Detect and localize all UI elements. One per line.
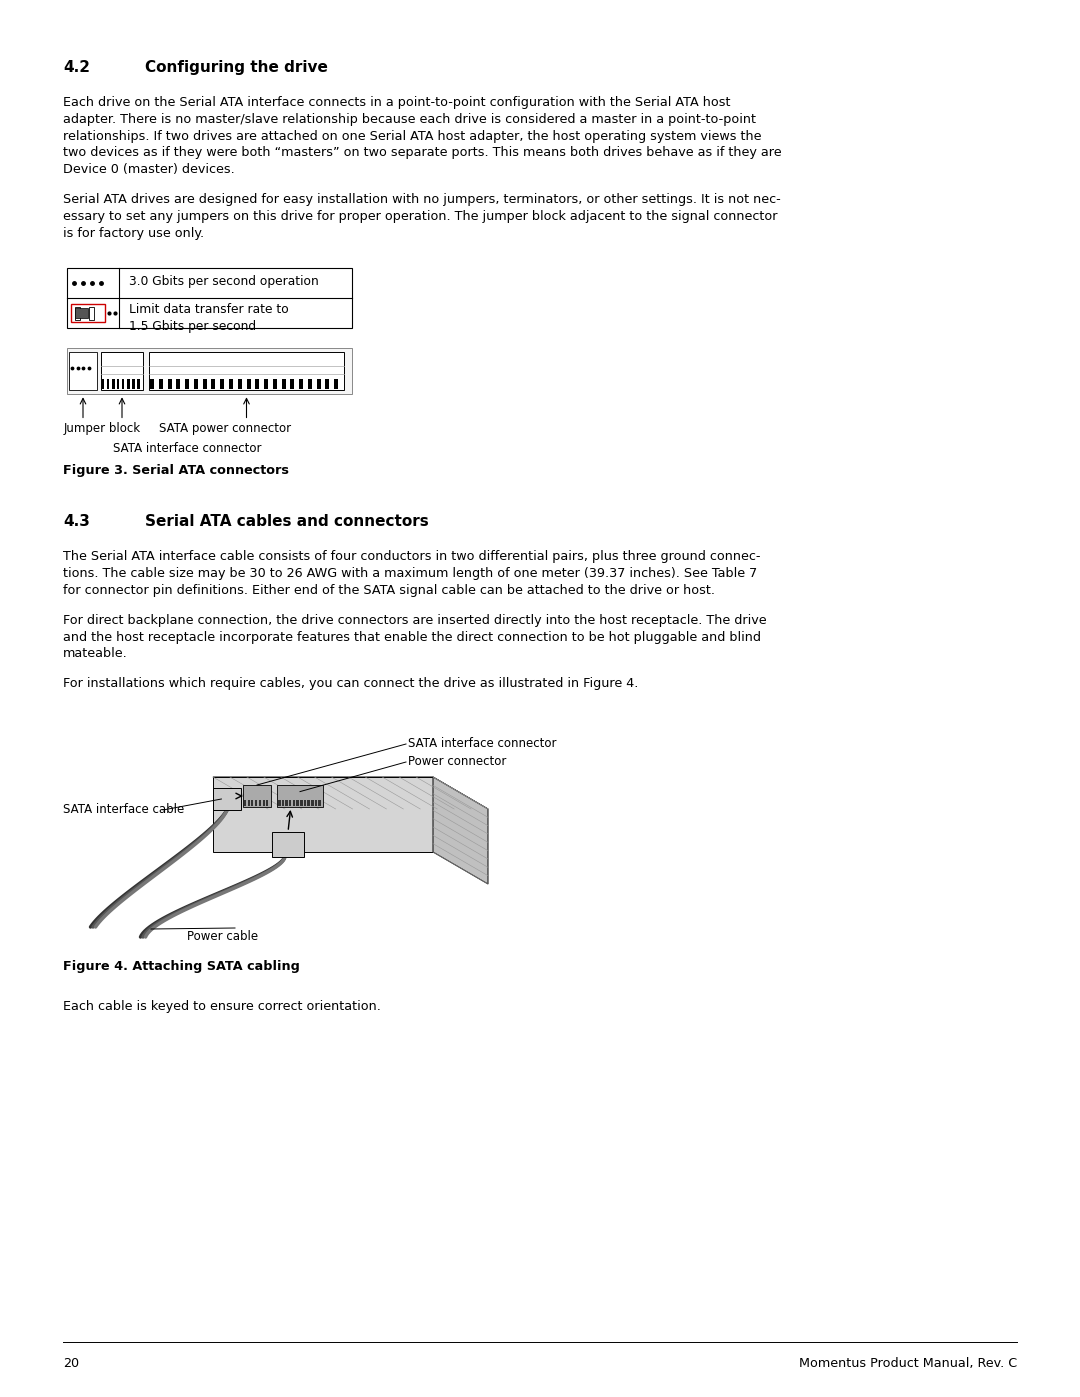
Bar — [238, 380, 242, 390]
Bar — [276, 785, 323, 807]
Bar — [308, 380, 312, 390]
Bar — [246, 380, 251, 390]
Bar — [255, 800, 257, 806]
Bar — [203, 380, 206, 390]
Bar — [132, 380, 135, 390]
Text: tions. The cable size may be 30 to 26 AWG with a maximum length of one meter (39: tions. The cable size may be 30 to 26 AW… — [63, 567, 757, 580]
Bar — [102, 352, 143, 390]
Bar — [285, 800, 288, 806]
Bar — [159, 380, 163, 390]
Bar — [75, 307, 80, 320]
Text: 3.0 Gbits per second operation: 3.0 Gbits per second operation — [129, 275, 319, 288]
Bar — [112, 380, 114, 390]
Bar — [291, 380, 295, 390]
Bar — [334, 380, 338, 390]
Bar — [278, 800, 281, 806]
Polygon shape — [213, 777, 488, 809]
Bar — [316, 380, 321, 390]
Text: 4.3: 4.3 — [63, 514, 90, 529]
Text: for connector pin definitions. Either end of the SATA signal cable can be attach: for connector pin definitions. Either en… — [63, 584, 715, 597]
Text: Serial ATA drives are designed for easy installation with no jumpers, terminator: Serial ATA drives are designed for easy … — [63, 193, 781, 205]
Bar — [67, 268, 352, 328]
Text: is for factory use only.: is for factory use only. — [63, 226, 204, 240]
Text: Jumper block: Jumper block — [64, 422, 141, 436]
Bar — [122, 380, 124, 390]
Text: For direct backplane connection, the drive connectors are inserted directly into: For direct backplane connection, the dri… — [63, 613, 767, 627]
Bar — [150, 380, 154, 390]
Text: Limit data transfer rate to
1.5 Gbits per second: Limit data transfer rate to 1.5 Gbits pe… — [129, 303, 288, 334]
Bar — [117, 380, 120, 390]
Bar — [167, 380, 172, 390]
Bar — [299, 380, 303, 390]
Bar — [67, 348, 352, 394]
Text: SATA power connector: SATA power connector — [159, 422, 292, 436]
Bar — [262, 800, 265, 806]
Text: Power connector: Power connector — [408, 756, 507, 768]
Bar — [243, 785, 271, 807]
Bar — [300, 800, 302, 806]
Text: Device 0 (master) devices.: Device 0 (master) devices. — [63, 163, 234, 176]
Bar — [255, 380, 259, 390]
Bar — [194, 380, 198, 390]
Text: relationships. If two drives are attached on one Serial ATA host adapter, the ho: relationships. If two drives are attache… — [63, 130, 761, 142]
Bar — [282, 380, 285, 390]
Text: SATA interface connector: SATA interface connector — [408, 738, 556, 750]
Text: essary to set any jumpers on this drive for proper operation. The jumper block a: essary to set any jumpers on this drive … — [63, 210, 778, 222]
Bar — [69, 352, 97, 390]
Bar — [264, 380, 268, 390]
Bar — [293, 800, 295, 806]
Bar — [229, 380, 233, 390]
Bar — [220, 380, 225, 390]
Text: SATA interface cable: SATA interface cable — [63, 803, 185, 816]
Text: Each cable is keyed to ensure correct orientation.: Each cable is keyed to ensure correct or… — [63, 1000, 381, 1013]
Text: two devices as if they were both “masters” on two separate ports. This means bot: two devices as if they were both “master… — [63, 147, 782, 159]
Text: Serial ATA cables and connectors: Serial ATA cables and connectors — [145, 514, 429, 529]
Text: Power cable: Power cable — [188, 930, 258, 943]
Text: Figure 3. Serial ATA connectors: Figure 3. Serial ATA connectors — [63, 464, 288, 478]
Bar — [308, 800, 310, 806]
Bar — [259, 800, 261, 806]
Text: Configuring the drive: Configuring the drive — [145, 60, 328, 75]
Polygon shape — [433, 777, 488, 884]
Bar — [267, 800, 268, 806]
Bar — [127, 380, 130, 390]
Bar — [213, 788, 241, 810]
Bar — [319, 800, 321, 806]
Text: 4.2: 4.2 — [63, 60, 90, 75]
Text: adapter. There is no master/slave relationship because each drive is considered : adapter. There is no master/slave relati… — [63, 113, 756, 126]
Text: Figure 4. Attaching SATA cabling: Figure 4. Attaching SATA cabling — [63, 960, 300, 972]
Bar — [247, 800, 249, 806]
Bar — [185, 380, 189, 390]
Bar — [272, 833, 303, 856]
Bar — [303, 800, 306, 806]
Text: SATA interface connector: SATA interface connector — [113, 443, 261, 455]
Bar — [252, 800, 254, 806]
Bar — [314, 800, 318, 806]
Bar — [289, 800, 292, 806]
Bar — [273, 380, 276, 390]
Text: 20: 20 — [63, 1356, 79, 1370]
Bar — [325, 380, 329, 390]
Bar — [282, 800, 284, 806]
Bar — [149, 352, 345, 390]
Text: mateable.: mateable. — [63, 647, 127, 661]
Bar — [75, 309, 87, 319]
Bar — [311, 800, 313, 806]
Bar — [137, 380, 139, 390]
Polygon shape — [213, 777, 433, 852]
Bar — [107, 380, 109, 390]
Text: Momentus Product Manual, Rev. C: Momentus Product Manual, Rev. C — [799, 1356, 1017, 1370]
Bar — [244, 800, 246, 806]
Text: and the host receptacle incorporate features that enable the direct connection t: and the host receptacle incorporate feat… — [63, 630, 761, 644]
Bar — [102, 380, 105, 390]
Bar — [71, 305, 105, 323]
Text: Each drive on the Serial ATA interface connects in a point-to-point configuratio: Each drive on the Serial ATA interface c… — [63, 96, 730, 109]
Bar — [296, 800, 299, 806]
Bar — [212, 380, 215, 390]
Text: For installations which require cables, you can connect the drive as illustrated: For installations which require cables, … — [63, 678, 638, 690]
Text: The Serial ATA interface cable consists of four conductors in two differential p: The Serial ATA interface cable consists … — [63, 550, 760, 563]
Bar — [176, 380, 180, 390]
Bar — [89, 307, 94, 320]
